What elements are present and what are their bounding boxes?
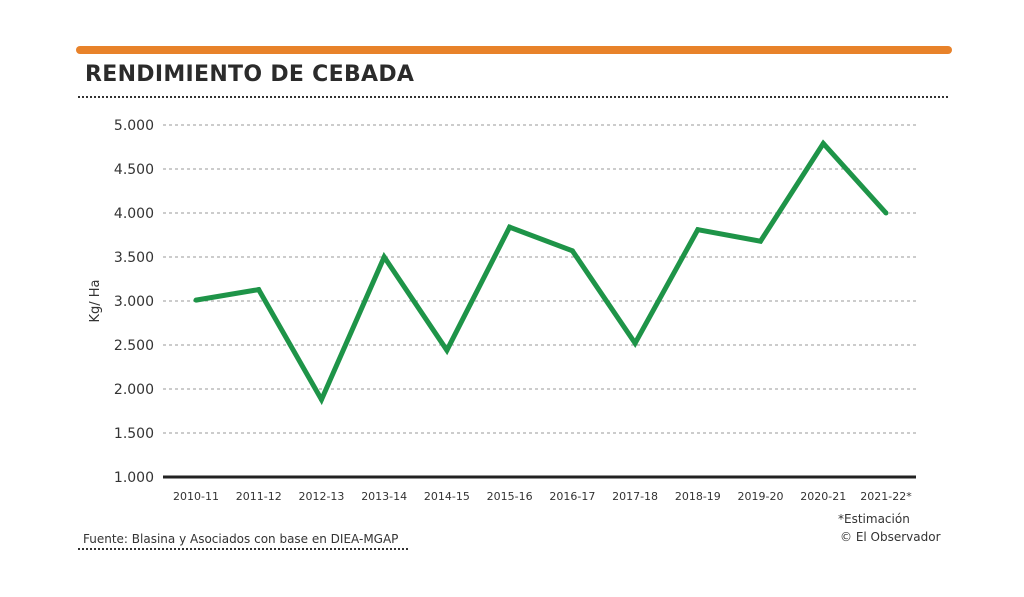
grid-lines bbox=[163, 124, 916, 479]
x-tick-label: 2018-19 bbox=[675, 490, 721, 503]
y-tick-label: 3.000 bbox=[114, 294, 154, 310]
data-point bbox=[820, 140, 826, 146]
y-axis-ticks: 1.000 1.500 2.000 2.500 3.000 3.500 4.000 4.500… bbox=[114, 118, 154, 486]
data-point bbox=[569, 248, 575, 254]
title-divider bbox=[78, 96, 948, 98]
y-tick-label: 1.000 bbox=[114, 470, 154, 486]
x-tick-label: 2011-12 bbox=[236, 490, 282, 503]
x-tick-label: 2016-17 bbox=[549, 490, 595, 503]
data-series bbox=[193, 139, 889, 406]
chart-title: RENDIMIENTO DE CEBADA bbox=[85, 62, 415, 87]
x-tick-label: 2014-15 bbox=[424, 490, 470, 503]
x-tick-label: 2012-13 bbox=[298, 490, 344, 503]
x-tick-label: 2020-21 bbox=[800, 490, 846, 503]
data-point bbox=[883, 210, 889, 216]
accent-bar bbox=[76, 46, 952, 54]
data-point bbox=[381, 254, 387, 260]
x-tick-label: 2013-14 bbox=[361, 490, 407, 503]
data-point bbox=[758, 238, 764, 244]
estimation-note: *Estimación bbox=[838, 512, 910, 526]
data-point bbox=[695, 227, 701, 233]
y-tick-label: 2.500 bbox=[114, 338, 154, 354]
data-point bbox=[193, 297, 199, 303]
series-line bbox=[195, 139, 888, 406]
credit-text: © El Observador bbox=[840, 530, 941, 544]
y-axis-label: Kg/ Ha bbox=[88, 279, 103, 322]
y-tick-label: 5.000 bbox=[114, 118, 154, 134]
x-tick-label: 2010-11 bbox=[173, 490, 219, 503]
data-point bbox=[256, 287, 262, 293]
y-tick-label: 3.500 bbox=[114, 250, 154, 266]
y-tick-label: 2.000 bbox=[114, 382, 154, 398]
data-point bbox=[507, 224, 513, 230]
y-tick-label: 4.500 bbox=[114, 162, 154, 178]
x-axis-ticks: 2010-11 2011-12 2012-13 2013-14 2014-15 2015-… bbox=[173, 490, 912, 503]
data-point bbox=[444, 347, 450, 353]
x-tick-label: 2015-16 bbox=[487, 490, 533, 503]
x-tick-label: 2017-18 bbox=[612, 490, 658, 503]
source-text: Fuente: Blasina y Asociados con base en … bbox=[83, 532, 399, 546]
data-point bbox=[318, 397, 324, 403]
y-tick-label: 1.500 bbox=[114, 426, 154, 442]
x-tick-label: 2021-22* bbox=[860, 490, 912, 503]
y-tick-label: 4.000 bbox=[114, 206, 154, 222]
x-tick-label: 2019-20 bbox=[738, 490, 784, 503]
data-point bbox=[632, 340, 638, 346]
source-divider bbox=[78, 548, 408, 550]
